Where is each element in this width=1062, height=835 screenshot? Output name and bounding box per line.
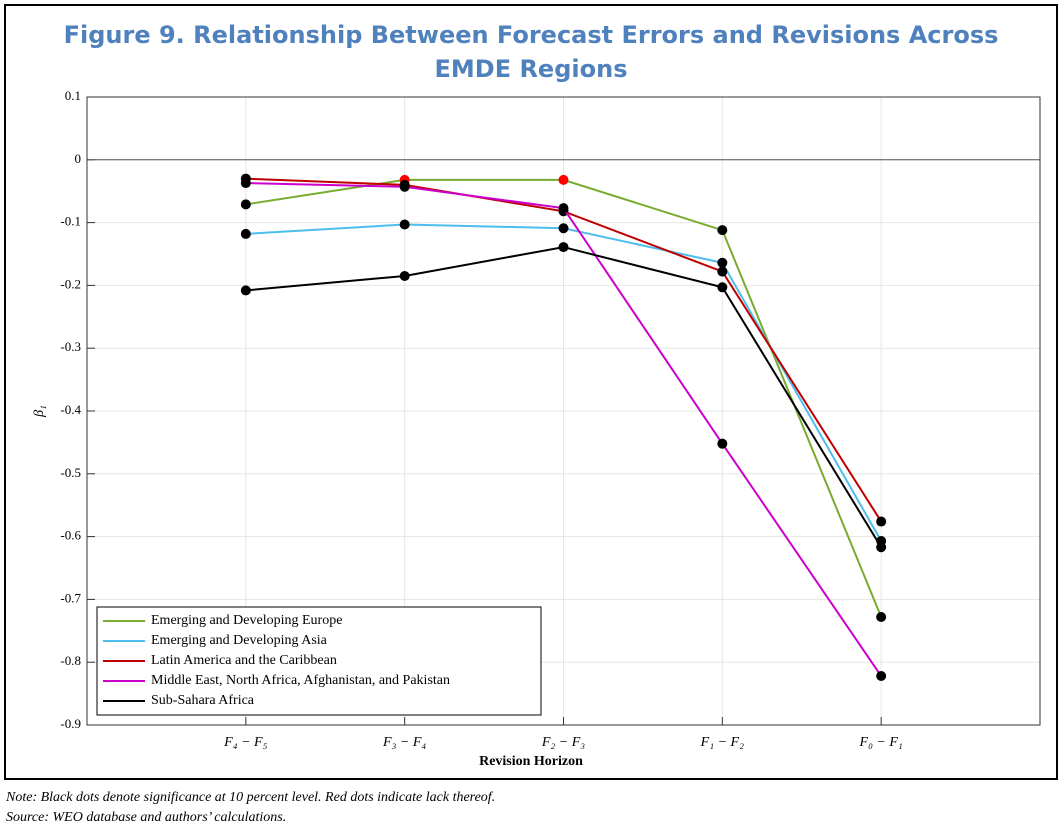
- x-tick-label: F₃ − F₄: [382, 735, 426, 750]
- y-tick-label: -0.9: [60, 716, 81, 731]
- data-point: [717, 438, 728, 449]
- legend-label: Emerging and Developing Europe: [151, 613, 342, 628]
- data-point: [399, 181, 410, 192]
- data-point: [876, 516, 887, 527]
- data-point: [240, 199, 251, 210]
- data-point: [240, 178, 251, 189]
- y-tick-label: -0.7: [60, 590, 81, 605]
- legend-label: Middle East, North Africa, Afghanistan, …: [151, 673, 450, 688]
- plot-frame: [86, 96, 1041, 726]
- data-point: [240, 228, 251, 239]
- legend-label: Latin America and the Caribbean: [151, 653, 337, 668]
- data-point: [717, 257, 728, 268]
- y-axis-label: β₁: [32, 405, 47, 418]
- legend-box: [96, 606, 542, 716]
- x-tick-label: F₀ − F₁: [859, 735, 903, 750]
- data-point: [876, 611, 887, 622]
- data-point: [240, 285, 251, 296]
- data-point: [876, 542, 887, 553]
- note: Note: Black dots denote significance at …: [6, 790, 496, 805]
- y-tick-label: -0.5: [60, 465, 81, 480]
- legend-label: Sub-Sahara Africa: [151, 693, 255, 708]
- x-tick-label: F₂ − F₃: [541, 735, 585, 750]
- x-tick-label: F₄ − F₅: [223, 735, 267, 750]
- data-point: [399, 219, 410, 230]
- y-tick-label: -0.3: [60, 339, 81, 354]
- data-point: [717, 225, 728, 236]
- chart-title: Figure 9. Relationship Between Forecast …: [64, 21, 999, 49]
- y-tick-label: -0.2: [60, 276, 81, 291]
- data-point: [876, 671, 887, 682]
- legend-label: Emerging and Developing Asia: [151, 633, 328, 648]
- y-tick-label: -0.4: [60, 402, 81, 417]
- data-point: [558, 242, 569, 253]
- data-point: [558, 223, 569, 234]
- x-tick-label: F₁ − F₂: [700, 735, 744, 750]
- y-tick-label: -0.1: [60, 214, 81, 229]
- data-point: [558, 203, 569, 214]
- y-tick-label: -0.8: [60, 653, 81, 668]
- data-point: [399, 270, 410, 281]
- data-point: [558, 174, 569, 185]
- data-point: [717, 282, 728, 293]
- y-tick-label: 0: [75, 151, 82, 166]
- data-point: [717, 266, 728, 277]
- y-tick-label: 0.1: [65, 88, 81, 103]
- chart: Figure 9. Relationship Between Forecast …: [32, 21, 1041, 769]
- chart-title-line2: EMDE Regions: [435, 55, 628, 83]
- y-tick-label: -0.6: [60, 528, 81, 543]
- figure-frame: [4, 4, 1058, 780]
- source: Source: WEO database and authors’ calcul…: [6, 810, 287, 825]
- x-axis-label: Revision Horizon: [479, 754, 583, 769]
